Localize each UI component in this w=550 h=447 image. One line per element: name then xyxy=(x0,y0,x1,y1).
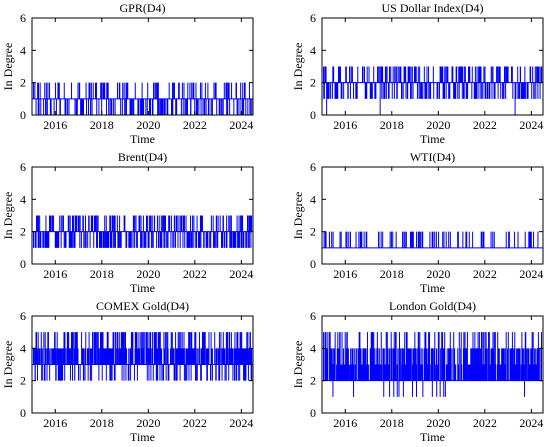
x-tick-label: 2018 xyxy=(90,267,114,281)
subplot-title: GPR(D4) xyxy=(119,1,165,15)
y-tick-label: 4 xyxy=(310,192,316,206)
series-line xyxy=(322,66,543,115)
subplot-4: WTI(D4) 0 2 4 6 2016 2018 2020 2022 2024 Time In De… xyxy=(291,150,544,295)
y-axis-label: In Degree xyxy=(291,341,305,389)
x-axis-label: Time xyxy=(130,132,155,146)
y-tick-label: 6 xyxy=(20,11,26,25)
x-axis-label: Time xyxy=(420,430,445,444)
y-tick-label: 6 xyxy=(20,309,26,323)
x-tick-label: 2016 xyxy=(43,416,67,430)
x-tick-label: 2024 xyxy=(519,118,543,132)
subplot-6: London Gold(D4) 0 2 4 6 2016 2018 2020 2022 2024 T… xyxy=(291,299,544,444)
x-tick-label: 2024 xyxy=(229,416,253,430)
x-tick-label: 2018 xyxy=(90,416,114,430)
x-tick-label: 2020 xyxy=(136,416,160,430)
y-tick-label: 0 xyxy=(310,257,316,271)
y-tick-label: 4 xyxy=(310,341,316,355)
x-tick-label: 2016 xyxy=(333,416,357,430)
subplot-title: COMEX Gold(D4) xyxy=(96,299,189,313)
x-tick-label: 2022 xyxy=(183,416,207,430)
axes-frame xyxy=(31,315,254,414)
x-tick-label: 2020 xyxy=(426,118,450,132)
y-tick-label: 6 xyxy=(310,309,316,323)
y-tick-label: 2 xyxy=(20,225,26,239)
y-tick-label: 0 xyxy=(20,108,26,122)
subplot-3: Brent(D4) 0 2 4 6 2016 2018 2020 2022 2024 Time In … xyxy=(1,150,254,295)
x-tick-label: 2024 xyxy=(519,416,543,430)
subplot-title: London Gold(D4) xyxy=(389,299,476,313)
x-tick-label: 2022 xyxy=(183,267,207,281)
x-tick-label: 2020 xyxy=(426,267,450,281)
y-axis-label: In Degree xyxy=(1,43,15,91)
y-tick-label: 4 xyxy=(20,43,26,57)
y-tick-label: 4 xyxy=(310,43,316,57)
subplot-5: COMEX Gold(D4) 0 2 4 6 2016 2018 2020 2022 2024 Ti… xyxy=(1,299,254,444)
y-tick-label: 2 xyxy=(310,76,316,90)
x-axis-label: Time xyxy=(420,132,445,146)
axes-frame xyxy=(31,166,254,265)
y-tick-label: 6 xyxy=(310,160,316,174)
x-axis-label: Time xyxy=(420,281,445,295)
y-tick-label: 0 xyxy=(20,406,26,420)
x-tick-label: 2022 xyxy=(473,267,497,281)
x-tick-label: 2024 xyxy=(229,267,253,281)
x-tick-label: 2018 xyxy=(90,118,114,132)
x-tick-label: 2018 xyxy=(380,416,404,430)
y-tick-label: 6 xyxy=(310,11,316,25)
series-line xyxy=(32,332,253,381)
y-axis-label: In Degree xyxy=(1,192,15,240)
x-tick-label: 2020 xyxy=(426,416,450,430)
y-tick-label: 2 xyxy=(310,225,316,239)
x-tick-label: 2022 xyxy=(473,416,497,430)
x-tick-label: 2022 xyxy=(183,118,207,132)
series-line xyxy=(32,82,253,116)
axes-frame xyxy=(321,17,544,116)
y-tick-label: 0 xyxy=(310,108,316,122)
axes-frame xyxy=(321,315,544,414)
series-line xyxy=(322,231,543,249)
y-axis-label: In Degree xyxy=(291,43,305,91)
subplot-title: WTI(D4) xyxy=(410,150,455,164)
x-tick-label: 2018 xyxy=(380,118,404,132)
y-tick-label: 2 xyxy=(310,374,316,388)
y-axis-label: In Degree xyxy=(291,192,305,240)
x-tick-label: 2020 xyxy=(136,118,160,132)
x-tick-label: 2016 xyxy=(333,118,357,132)
y-tick-label: 6 xyxy=(20,160,26,174)
subplot-1: GPR(D4) 0 2 4 6 2016 2018 2020 2022 2024 Time In De… xyxy=(1,1,254,146)
x-tick-label: 2024 xyxy=(229,118,253,132)
y-tick-label: 2 xyxy=(20,76,26,90)
x-axis-label: Time xyxy=(130,430,155,444)
x-tick-label: 2016 xyxy=(43,267,67,281)
x-tick-label: 2018 xyxy=(380,267,404,281)
y-tick-label: 4 xyxy=(20,192,26,206)
x-tick-label: 2024 xyxy=(519,267,543,281)
y-axis-label: In Degree xyxy=(1,341,15,389)
series-line xyxy=(322,332,543,397)
x-tick-label: 2016 xyxy=(43,118,67,132)
y-tick-label: 0 xyxy=(310,406,316,420)
axes-frame xyxy=(321,166,544,265)
y-tick-label: 0 xyxy=(20,257,26,271)
x-tick-label: 2020 xyxy=(136,267,160,281)
axes-frame xyxy=(31,17,254,116)
y-tick-label: 4 xyxy=(20,341,26,355)
subplot-2: US Dollar Index(D4) 0 2 4 6 2016 2018 2020 2022 2… xyxy=(291,1,544,146)
x-axis-label: Time xyxy=(130,281,155,295)
x-tick-label: 2022 xyxy=(473,118,497,132)
subplot-title: Brent(D4) xyxy=(118,150,167,164)
subplot-title: US Dollar Index(D4) xyxy=(382,1,484,15)
x-tick-label: 2016 xyxy=(333,267,357,281)
y-tick-label: 2 xyxy=(20,374,26,388)
series-line xyxy=(32,215,253,248)
